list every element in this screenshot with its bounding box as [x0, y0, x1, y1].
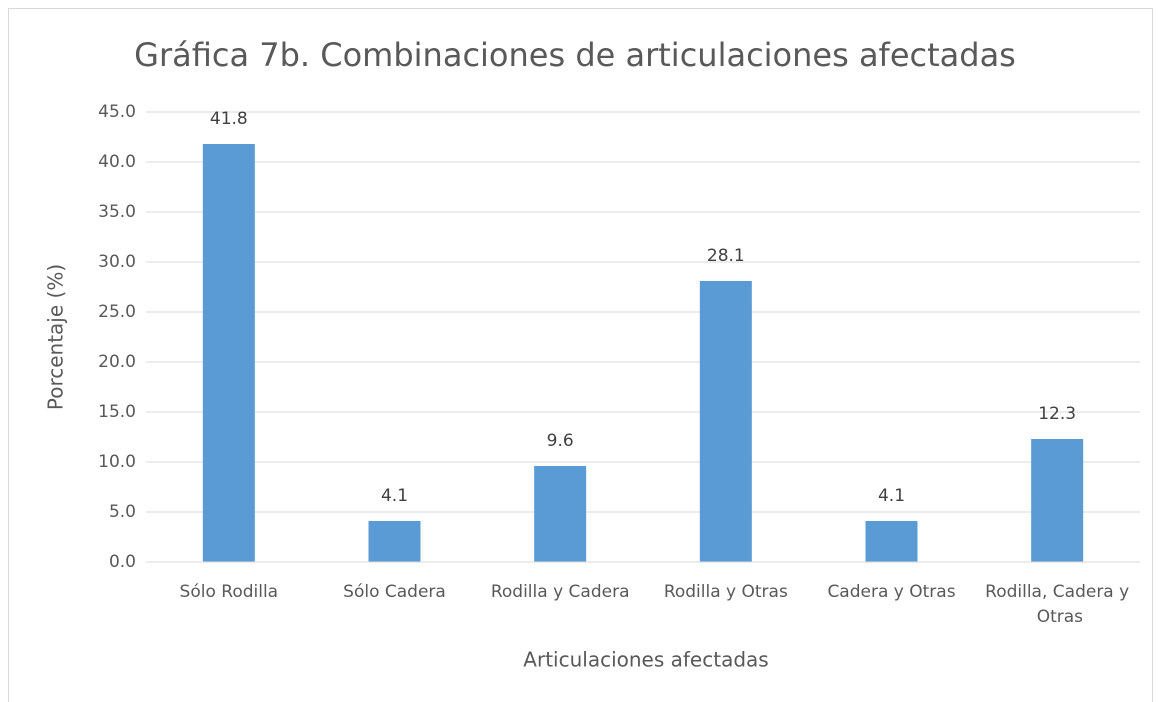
x-tick-label: Cadera y Otras [827, 582, 955, 602]
x-tick-label: Sólo Cadera [343, 582, 446, 602]
data-label: 28.1 [707, 246, 745, 266]
bar [699, 281, 752, 562]
data-label: 4.1 [381, 486, 408, 506]
y-axis-title: Porcentaje (%) [44, 264, 68, 410]
x-tick-label: Rodilla y Cadera [491, 582, 630, 602]
x-tick-label: Rodilla y Otras [664, 582, 788, 602]
y-tick-label: 15.0 [98, 402, 136, 422]
y-tick-label: 35.0 [98, 202, 136, 222]
y-tick-label: 25.0 [98, 302, 136, 322]
chart-title: Gráfica 7b. Combinaciones de articulacio… [134, 36, 1016, 74]
y-tick-label: 10.0 [98, 452, 136, 472]
x-tick-label: Sólo Rodilla [180, 582, 279, 602]
data-label: 12.3 [1038, 404, 1076, 424]
data-label: 4.1 [878, 486, 905, 506]
y-tick-label: 5.0 [109, 502, 136, 522]
y-tick-label: 20.0 [98, 352, 136, 372]
bar [865, 521, 918, 562]
data-label: 41.8 [210, 109, 248, 129]
bar [534, 466, 587, 562]
y-tick-label: 30.0 [98, 252, 136, 272]
x-tick-label: Rodilla, Cadera y Otras [985, 582, 1129, 627]
bar [1031, 439, 1084, 562]
data-label: 9.6 [547, 431, 574, 451]
bar [202, 144, 255, 562]
chart-border [8, 8, 1153, 702]
bar [368, 521, 421, 562]
x-axis-title: Articulaciones afectadas [523, 648, 768, 672]
y-tick-label: 45.0 [98, 102, 136, 122]
y-tick-label: 40.0 [98, 152, 136, 172]
y-tick-label: 0.0 [109, 552, 136, 572]
